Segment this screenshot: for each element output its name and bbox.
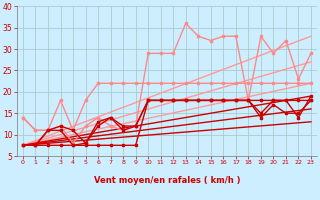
X-axis label: Vent moyen/en rafales ( km/h ): Vent moyen/en rafales ( km/h ) — [94, 176, 240, 185]
